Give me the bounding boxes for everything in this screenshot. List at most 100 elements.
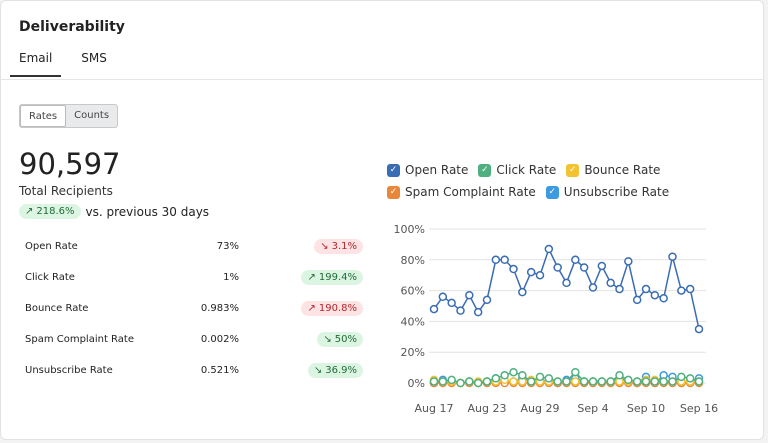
divider: [1, 79, 763, 80]
data-point: [562, 278, 571, 288]
trend-up-icon: ↗: [307, 302, 316, 314]
data-point: [491, 255, 501, 265]
metric-value: 0.002%: [200, 333, 239, 345]
data-point: [562, 377, 571, 386]
metric-change-badge: ↘ 3.1%: [314, 238, 363, 254]
data-point: [500, 371, 509, 380]
data-point: [571, 367, 580, 377]
metric-row: Spam Complaint Rate 0.002% ↘ 50%: [25, 329, 363, 349]
metric-value: 0.983%: [200, 302, 239, 314]
data-point: [677, 286, 686, 295]
data-point: [579, 263, 589, 272]
data-point: [624, 375, 633, 385]
metric-label: Spam Complaint Rate: [25, 333, 134, 345]
data-point: [553, 263, 562, 272]
legend-item[interactable]: ✓ Open Rate: [387, 163, 468, 177]
data-point: [526, 267, 536, 277]
y-tick-label: 60%: [401, 285, 425, 298]
checkbox-icon[interactable]: ✓: [478, 163, 492, 177]
data-point: [588, 283, 598, 292]
data-point: [659, 294, 668, 303]
data-point: [597, 261, 607, 271]
change-badge: ↗ 218.6%: [19, 204, 81, 219]
legend-item[interactable]: ✓ Spam Complaint Rate: [387, 185, 536, 199]
data-point: [615, 371, 624, 380]
data-point: [535, 372, 545, 382]
data-point: [694, 377, 704, 386]
x-tick-label: Sep 4: [577, 402, 608, 415]
metric-row: Unsubscribe Rate 0.521% ↘ 36.9%: [25, 360, 363, 380]
metric-row: Click Rate 1% ↗ 199.4%: [25, 267, 363, 287]
metric-change-badge: ↘ 36.9%: [307, 362, 363, 378]
x-tick-label: Sep 16: [680, 402, 718, 415]
checkbox-icon[interactable]: ✓: [566, 163, 580, 177]
metric-label: Bounce Rate: [25, 302, 89, 314]
data-point: [447, 375, 456, 385]
data-point: [632, 295, 642, 305]
data-point: [668, 377, 677, 386]
tab-email[interactable]: Email: [10, 51, 62, 77]
data-point: [641, 377, 651, 386]
checkbox-icon[interactable]: ✓: [545, 185, 559, 199]
comparison: ↗ 218.6% vs. previous 30 days: [19, 204, 209, 219]
data-point: [677, 372, 686, 382]
data-point: [544, 374, 554, 383]
metric-change-badge: ↗ 199.4%: [301, 269, 363, 285]
data-point: [606, 377, 615, 386]
data-point: [526, 377, 536, 386]
data-point: [456, 306, 465, 315]
data-point: [544, 244, 554, 254]
data-point: [429, 304, 439, 314]
metric-value: 73%: [216, 240, 239, 252]
rates-counts-toggle: Rates Counts: [19, 104, 119, 128]
total-recipients-label: Total Recipients: [19, 184, 113, 198]
data-point: [465, 290, 474, 300]
card-title: Deliverability: [19, 19, 125, 35]
comparison-label: vs. previous 30 days: [85, 204, 210, 219]
data-point: [491, 374, 501, 383]
total-recipients-value: 90,597: [19, 147, 121, 181]
data-point: [518, 287, 527, 297]
x-tick-label: Aug 17: [415, 402, 454, 415]
legend-item[interactable]: ✓ Bounce Rate: [566, 163, 660, 177]
data-point: [509, 264, 518, 274]
trend-up-icon: ↗: [307, 271, 316, 283]
data-point: [447, 298, 456, 308]
counts-button[interactable]: Counts: [74, 110, 110, 121]
data-point: [615, 284, 624, 294]
data-point: [668, 252, 677, 261]
legend-item[interactable]: ✓ Unsubscribe Rate: [545, 185, 669, 199]
data-point: [571, 255, 580, 265]
tab-sms[interactable]: SMS: [81, 51, 107, 65]
metric-value: 1%: [223, 271, 239, 283]
metric-label: Click Rate: [25, 271, 75, 283]
y-tick-label: 100%: [394, 223, 425, 236]
metric-row: Bounce Rate 0.983% ↗ 190.8%: [25, 298, 363, 318]
data-point: [535, 270, 545, 280]
data-point: [482, 377, 492, 386]
trend-up-icon: ↗: [25, 206, 34, 217]
checkbox-icon[interactable]: ✓: [387, 163, 400, 177]
rates-button[interactable]: Rates: [20, 105, 67, 127]
data-point: [438, 292, 448, 302]
metric-row: Open Rate 73% ↘ 3.1%: [25, 236, 363, 256]
data-point: [456, 378, 465, 388]
legend-item[interactable]: ✓ Click Rate: [478, 163, 556, 177]
checkbox-icon[interactable]: ✓: [387, 185, 400, 199]
x-tick-label: Sep 10: [627, 402, 665, 415]
y-tick-label: 80%: [401, 254, 425, 267]
data-point: [650, 290, 660, 300]
data-point: [650, 377, 660, 386]
data-point: [500, 255, 509, 265]
data-point: [571, 377, 580, 386]
y-tick-label: 20%: [401, 346, 425, 359]
x-tick-label: Aug 23: [468, 402, 507, 415]
data-point: [624, 257, 633, 266]
data-point: [473, 307, 483, 317]
data-point: [438, 377, 448, 386]
metric-change-badge: ↗ 190.8%: [301, 300, 363, 316]
data-point: [597, 377, 607, 386]
data-point: [685, 374, 695, 383]
data-point: [588, 377, 598, 386]
